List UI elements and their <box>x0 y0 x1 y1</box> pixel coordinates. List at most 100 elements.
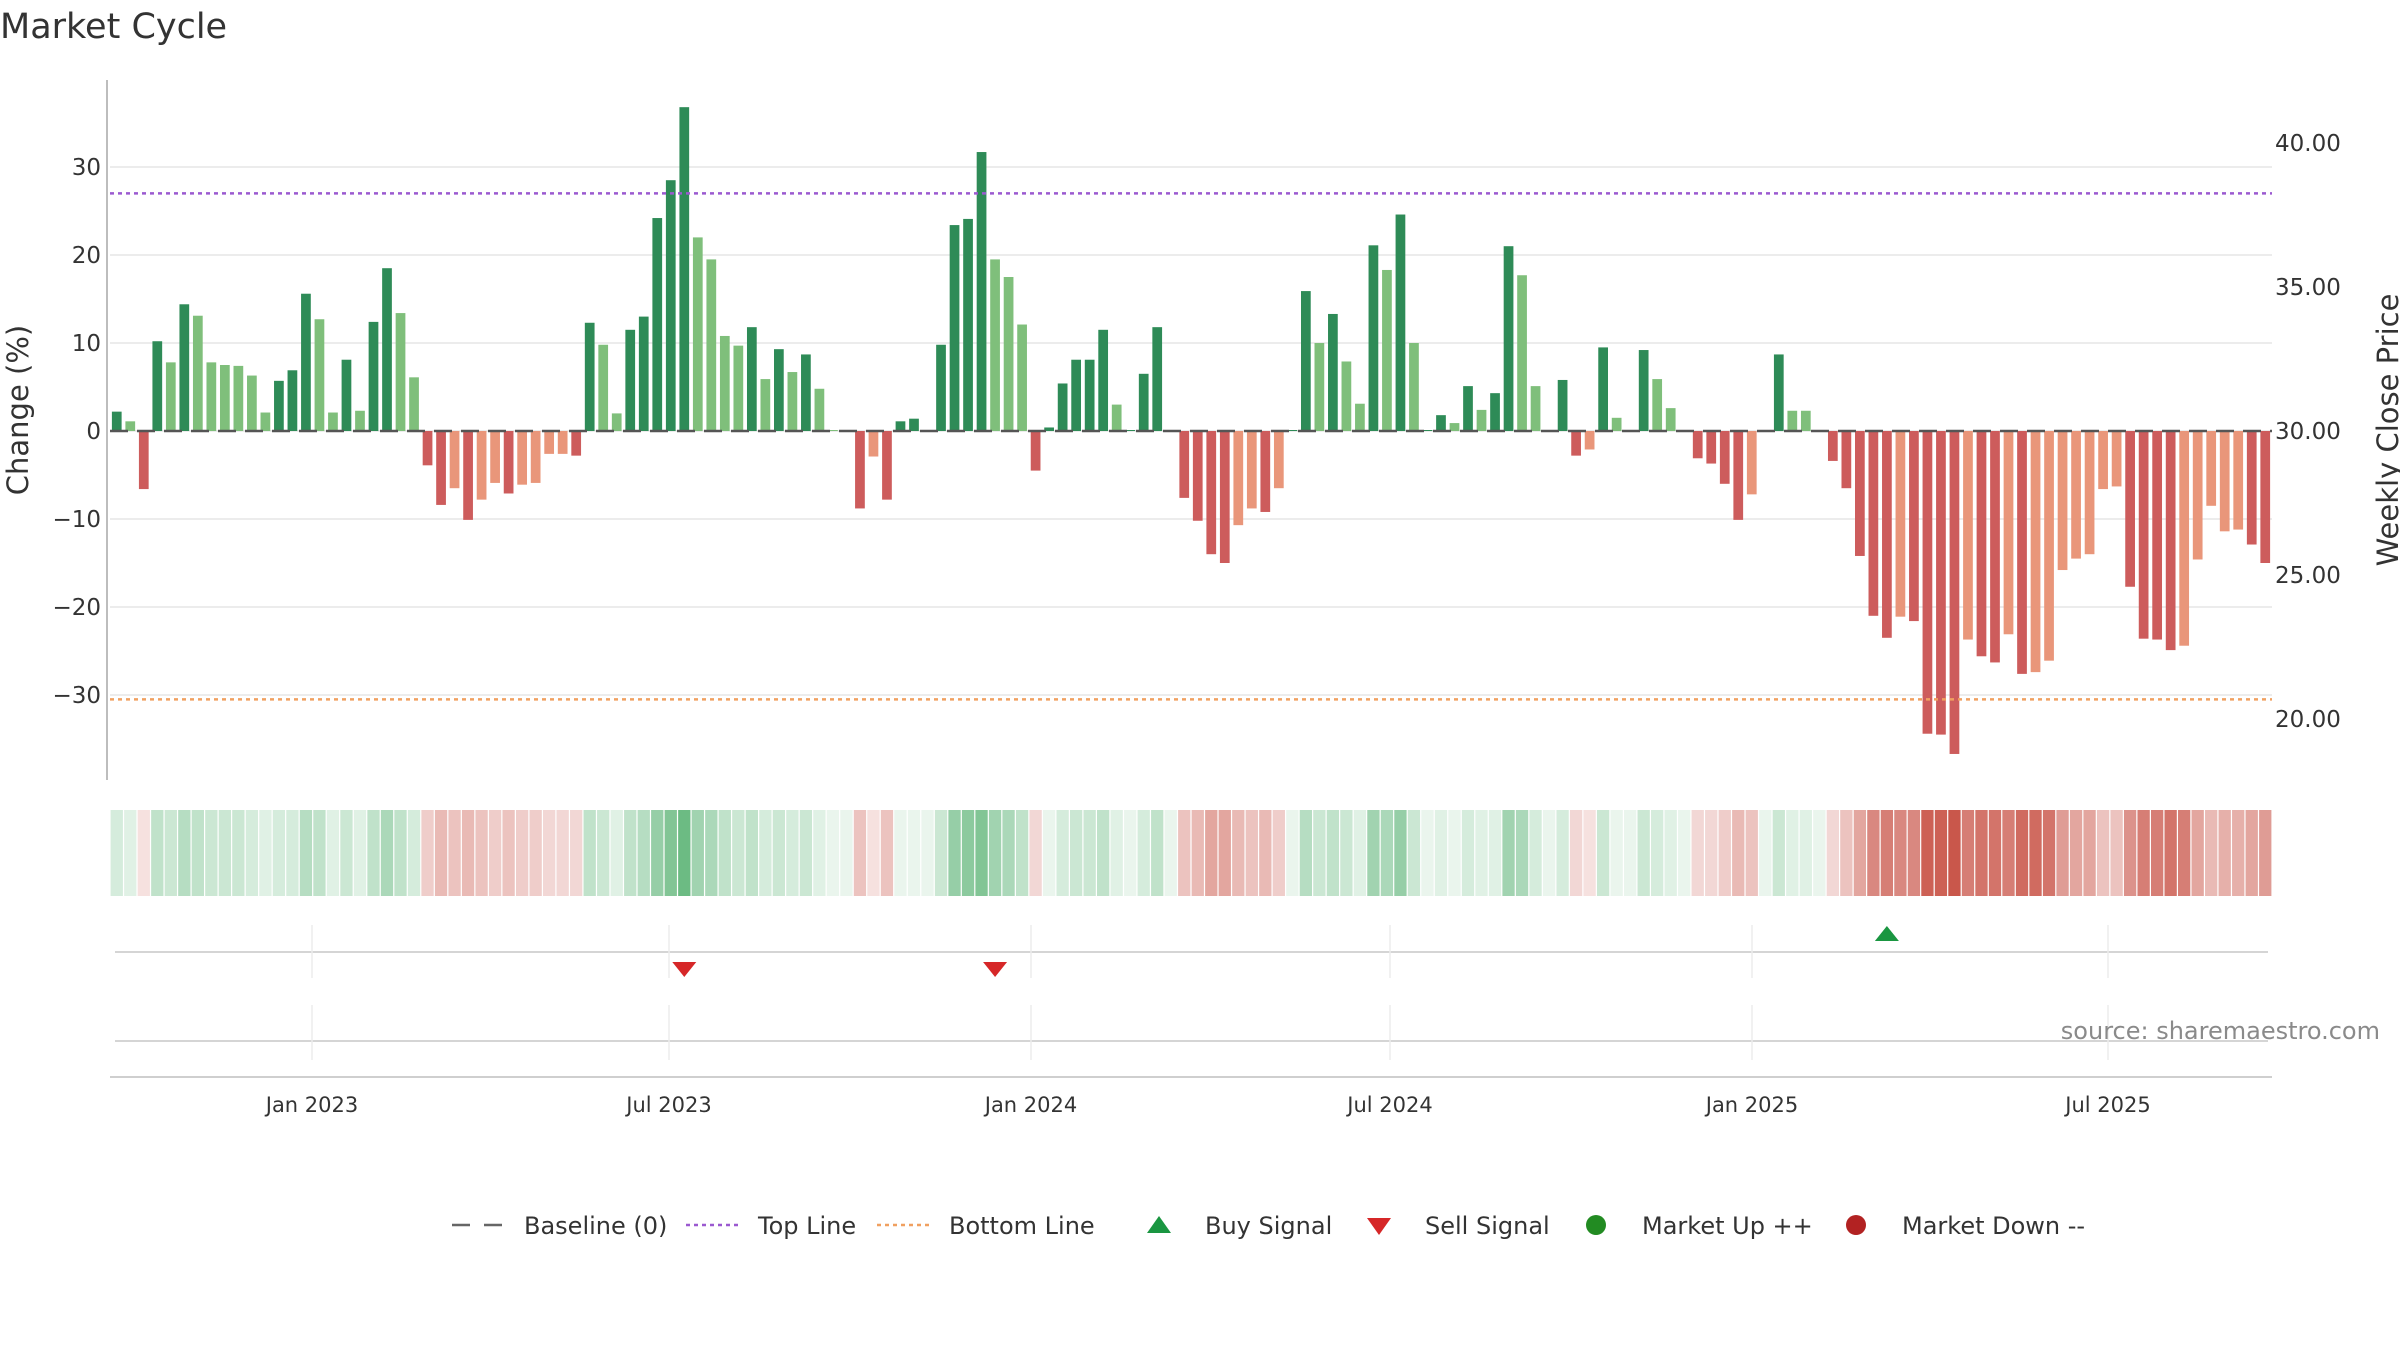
bar <box>963 218 973 431</box>
heat-cell <box>1732 810 1745 896</box>
y-tick-label: −30 <box>52 683 101 709</box>
legend-label: Bottom Line <box>949 1212 1095 1240</box>
heat-cell <box>1569 810 1583 896</box>
heat-cell <box>1015 810 1029 896</box>
bar <box>436 431 446 505</box>
bar <box>1733 431 1744 520</box>
bar <box>517 431 527 485</box>
heat-cell <box>988 810 1002 896</box>
heat-cell <box>732 810 745 896</box>
circle-legend-icon <box>1586 1215 1606 1235</box>
heat-cell <box>1596 810 1610 896</box>
bar <box>814 388 825 431</box>
y-tick-label: 10 <box>72 331 101 357</box>
bars-layer <box>111 107 2271 754</box>
heat-cell <box>137 810 150 896</box>
bar <box>1719 431 1730 484</box>
heat-cell <box>232 810 245 896</box>
bar <box>679 107 690 431</box>
heat-cell <box>529 810 542 896</box>
legend-label: Market Up ++ <box>1642 1212 1813 1240</box>
bar <box>1990 431 2000 663</box>
bar <box>2057 431 2068 571</box>
heat-cell <box>1624 810 1637 896</box>
heat-cell <box>745 810 758 896</box>
heat-cell <box>380 810 394 896</box>
heat-cell <box>2259 810 2272 896</box>
heat-cell <box>2002 810 2015 896</box>
bar <box>936 344 946 431</box>
sell-signal-marker <box>672 962 697 977</box>
heat-cell <box>1205 810 1218 896</box>
bar <box>1503 246 1514 431</box>
y-tick-label: 20 <box>72 243 101 269</box>
heat-cell <box>597 810 610 896</box>
bar <box>233 365 244 431</box>
heat-cell <box>1326 810 1340 896</box>
heat-cell <box>556 810 569 896</box>
bar <box>503 431 514 494</box>
heat-cell <box>1137 810 1150 896</box>
heat-cell <box>286 810 299 896</box>
bar <box>368 321 379 431</box>
heat-cell <box>705 810 718 896</box>
y2-tick-label: 30.00 <box>2275 419 2341 445</box>
bar <box>1922 431 1933 734</box>
heat-cell <box>1353 810 1367 896</box>
heat-cell <box>1826 810 1839 896</box>
heat-cell <box>1110 810 1123 896</box>
heat-cell <box>2232 810 2245 896</box>
heat-cell <box>691 810 704 896</box>
bar <box>1409 343 1419 431</box>
heat-cell <box>1772 810 1785 896</box>
heat-cell <box>1245 810 1258 896</box>
heat-cell <box>1218 810 1231 896</box>
bar <box>598 344 609 431</box>
bar <box>1382 269 1392 431</box>
bar <box>1179 431 1190 498</box>
bar <box>774 349 784 431</box>
bar <box>2206 431 2217 506</box>
bar <box>2044 431 2054 661</box>
bar <box>1111 404 1122 431</box>
heat-cell <box>191 810 204 896</box>
heat-cell <box>1583 810 1596 896</box>
bar <box>571 431 582 456</box>
heat-cell <box>651 810 664 896</box>
heat-cell <box>218 810 232 896</box>
heat-cell <box>907 810 921 896</box>
bar <box>314 319 325 431</box>
bar <box>1368 245 1379 431</box>
bar <box>1084 359 1095 431</box>
legend-item: Market Up ++ <box>1586 1212 1813 1240</box>
legend-item: Market Down -- <box>1846 1212 2085 1240</box>
bar <box>395 313 406 431</box>
bar <box>976 152 987 432</box>
bar <box>2179 431 2190 646</box>
heat-cell <box>975 810 988 896</box>
heat-cell <box>1921 810 1934 896</box>
y-tick-label: 30 <box>72 155 101 181</box>
heat-cell <box>2015 810 2029 896</box>
bar <box>274 380 284 431</box>
bar <box>1598 347 1608 431</box>
heat-cell <box>1448 810 1461 896</box>
heat-cell <box>637 810 650 896</box>
bar <box>1882 431 1892 638</box>
buy-signal-marker <box>1874 926 1899 941</box>
bar <box>530 431 541 483</box>
heat-cell <box>124 810 137 896</box>
heat-cell <box>245 810 259 896</box>
heat-cell <box>1542 810 1556 896</box>
heat-cell <box>664 810 677 896</box>
bar <box>179 304 190 431</box>
circle-legend-icon <box>1846 1215 1866 1235</box>
x-tick-label: Jul 2025 <box>2063 1093 2150 1117</box>
bar <box>895 421 906 431</box>
heat-cell <box>2056 810 2069 896</box>
heat-cell <box>1961 810 1975 896</box>
heat-cell <box>326 810 340 896</box>
sell-legend-icon <box>1367 1218 1391 1235</box>
heat-cell <box>2150 810 2164 896</box>
